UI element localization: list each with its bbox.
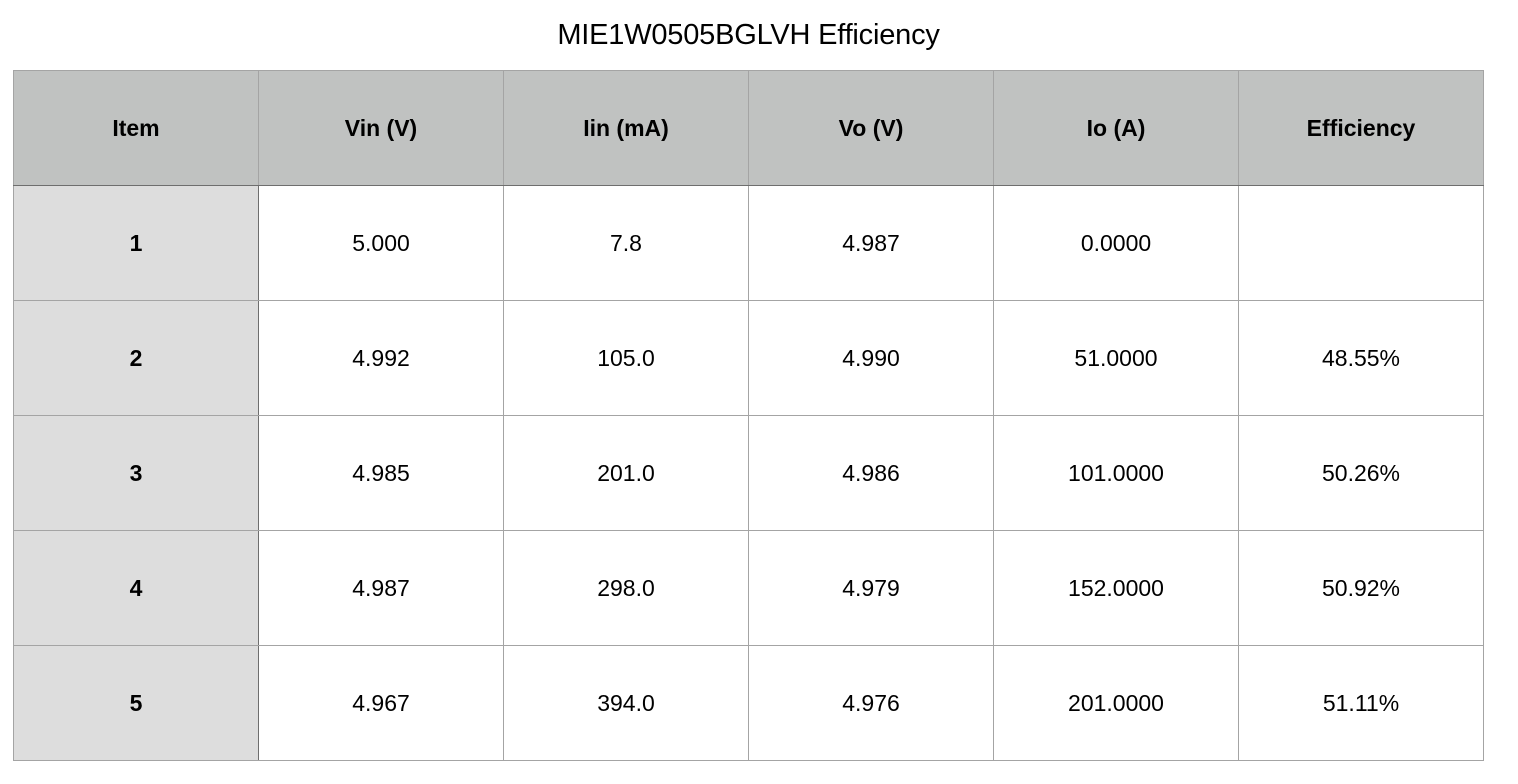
efficiency-cell: 50.92% [1238,530,1484,646]
table-body: 1 5.000 7.8 4.987 0.0000 2 4.992 105.0 4… [13,185,1484,761]
efficiency-cell: 48.55% [1238,300,1484,416]
io-cell: 152.0000 [993,530,1239,646]
header-efficiency: Efficiency [1238,70,1484,186]
header-vo: Vo (V) [748,70,994,186]
header-row: Item Vin (V) Iin (mA) Vo (V) Io (A) Effi… [13,70,1484,186]
vo-cell: 4.986 [748,415,994,531]
header-item: Item [13,70,259,186]
table-title: MIE1W0505BGLVH Efficiency [557,19,940,51]
header-iin: Iin (mA) [503,70,749,186]
table-header: Item Vin (V) Iin (mA) Vo (V) Io (A) Effi… [13,70,1484,186]
vin-cell: 4.992 [258,300,504,416]
table-row: 5 4.967 394.0 4.976 201.0000 51.11% [13,645,1484,761]
item-cell: 2 [13,300,259,416]
table-row: 1 5.000 7.8 4.987 0.0000 [13,185,1484,301]
io-cell: 201.0000 [993,645,1239,761]
vin-cell: 4.967 [258,645,504,761]
iin-cell: 105.0 [503,300,749,416]
vo-cell: 4.979 [748,530,994,646]
io-cell: 0.0000 [993,185,1239,301]
header-vin: Vin (V) [258,70,504,186]
header-io: Io (A) [993,70,1239,186]
vin-cell: 4.987 [258,530,504,646]
vo-cell: 4.990 [748,300,994,416]
efficiency-cell [1238,185,1484,301]
item-cell: 4 [13,530,259,646]
table-row: 3 4.985 201.0 4.986 101.0000 50.26% [13,415,1484,531]
iin-cell: 298.0 [503,530,749,646]
vin-cell: 4.985 [258,415,504,531]
iin-cell: 201.0 [503,415,749,531]
item-cell: 5 [13,645,259,761]
table-row: 4 4.987 298.0 4.979 152.0000 50.92% [13,530,1484,646]
vo-cell: 4.976 [748,645,994,761]
io-cell: 51.0000 [993,300,1239,416]
item-cell: 1 [13,185,259,301]
efficiency-cell: 51.11% [1238,645,1484,761]
vin-cell: 5.000 [258,185,504,301]
efficiency-table: Item Vin (V) Iin (mA) Vo (V) Io (A) Effi… [13,70,1484,761]
io-cell: 101.0000 [993,415,1239,531]
item-cell: 3 [13,415,259,531]
efficiency-cell: 50.26% [1238,415,1484,531]
table-row: 2 4.992 105.0 4.990 51.0000 48.55% [13,300,1484,416]
iin-cell: 7.8 [503,185,749,301]
iin-cell: 394.0 [503,645,749,761]
vo-cell: 4.987 [748,185,994,301]
